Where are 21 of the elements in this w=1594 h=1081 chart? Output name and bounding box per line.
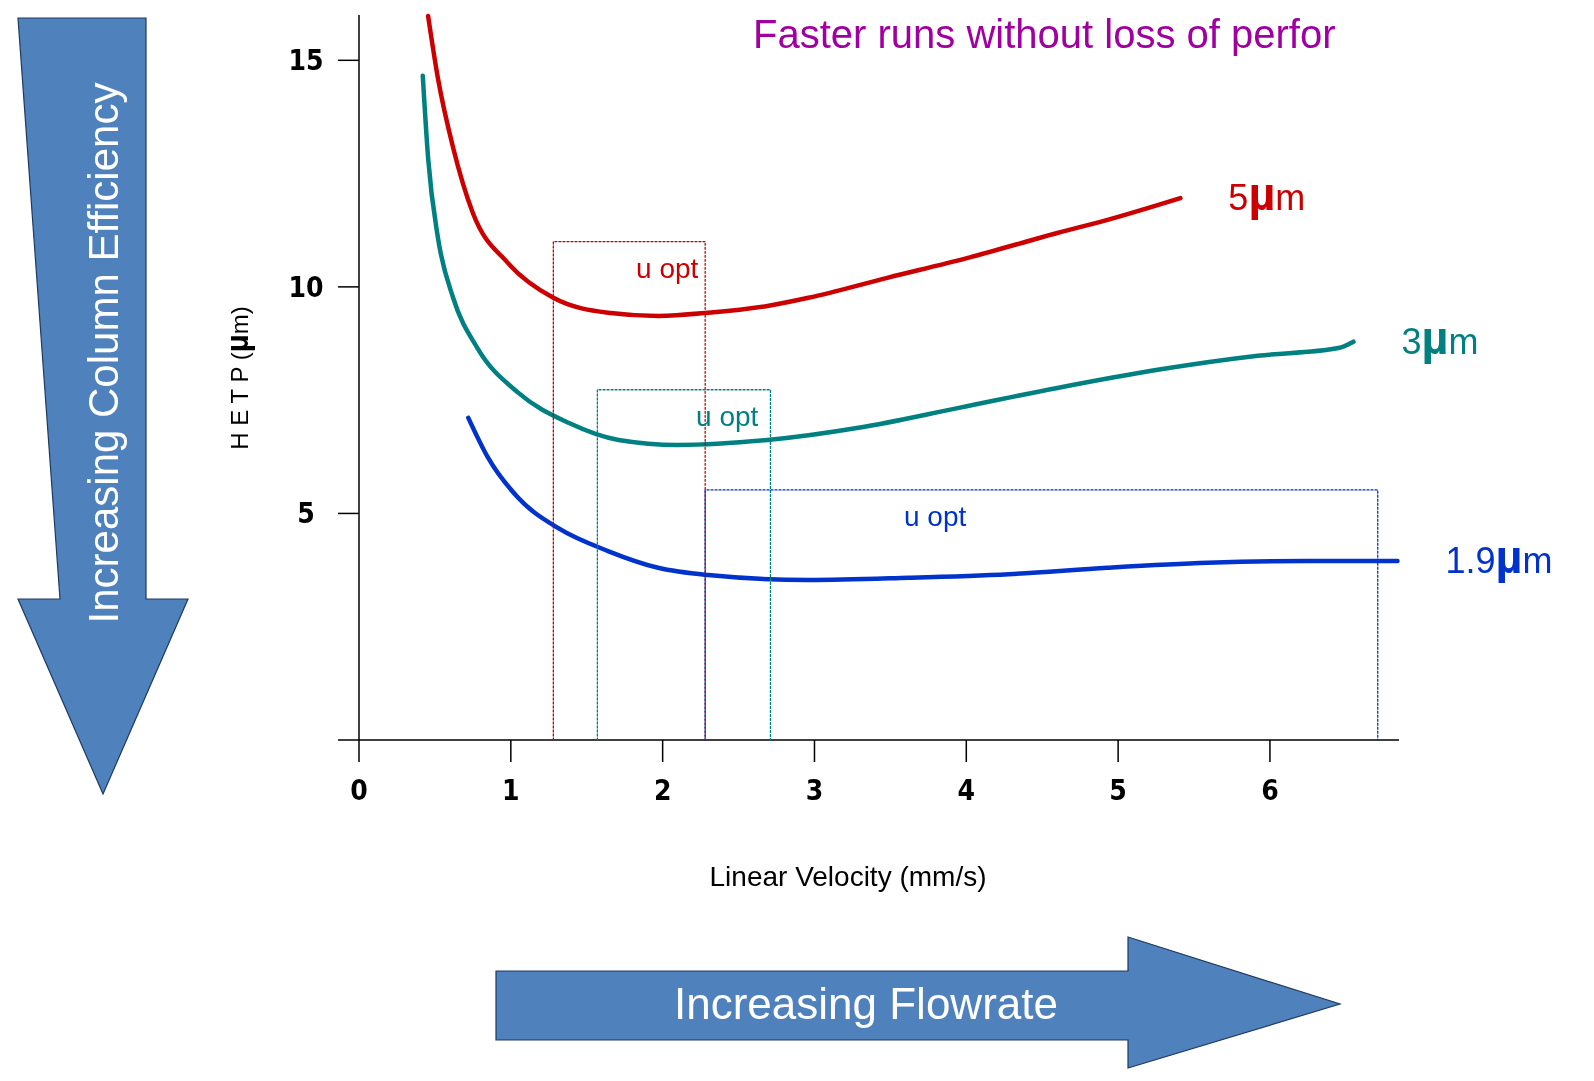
chart-title: Faster runs without loss of perfor	[753, 12, 1336, 56]
x-tick-label: 5	[1109, 774, 1127, 807]
series-label: 3µm	[1401, 311, 1479, 364]
y-tick-label: 15	[288, 44, 324, 78]
x-tick-label: 6	[1261, 774, 1279, 807]
x-tick-label: 1	[502, 774, 520, 807]
annotation: u opt	[636, 252, 699, 284]
y-axis-title: H E T P (µm)	[220, 306, 255, 450]
x-tick-label: 4	[957, 774, 976, 807]
annotation: u opt	[904, 500, 967, 532]
annotation: u opt	[696, 400, 759, 432]
text: Increasing Flowrate	[674, 979, 1058, 1028]
x-axis-title: Linear Velocity (mm/s)	[709, 861, 987, 892]
x-tick-label: 3	[805, 774, 824, 807]
text: Increasing Column Efficiency	[80, 82, 127, 624]
series-label: 5µm	[1228, 168, 1306, 221]
x-tick-label: 2	[653, 774, 672, 807]
y-tick-label: 10	[288, 270, 324, 304]
x-tick-label: 0	[350, 774, 368, 807]
series-label: 1.9µm	[1445, 531, 1553, 584]
y-tick-label: 5	[297, 497, 315, 531]
